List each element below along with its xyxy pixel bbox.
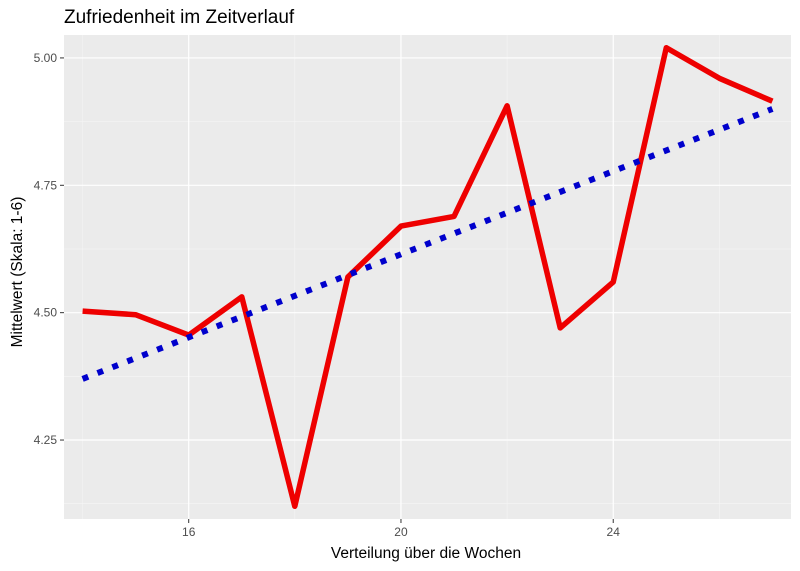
x-tick-label: 20 xyxy=(394,525,408,539)
major-gridlines xyxy=(64,35,791,519)
y-tick-label: 4.75 xyxy=(34,178,58,192)
y-tick-label: 4.25 xyxy=(34,433,58,447)
y-tick-label: 4.50 xyxy=(34,306,58,320)
x-tick-label: 16 xyxy=(182,525,196,539)
data-line-solid xyxy=(82,44,774,510)
trend-line-dotted xyxy=(81,106,774,382)
x-axis-title: Verteilung über die Wochen xyxy=(331,545,521,562)
y-axis-ticks: 4.25 4.50 4.75 5.00 xyxy=(34,51,64,447)
x-axis-ticks: 16 20 24 xyxy=(182,519,620,539)
x-tick-label: 24 xyxy=(607,525,621,539)
y-axis-title: Mittelwert (Skala: 1-6) xyxy=(9,197,26,348)
chart-title: Zufriedenheit im Zeitverlauf xyxy=(64,7,295,28)
plot-panel xyxy=(64,35,791,519)
series-layer xyxy=(81,44,774,510)
y-tick-label: 5.00 xyxy=(34,51,58,65)
